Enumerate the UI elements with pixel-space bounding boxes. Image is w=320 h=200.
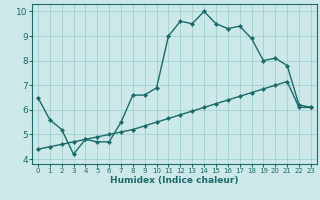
X-axis label: Humidex (Indice chaleur): Humidex (Indice chaleur)	[110, 176, 239, 185]
